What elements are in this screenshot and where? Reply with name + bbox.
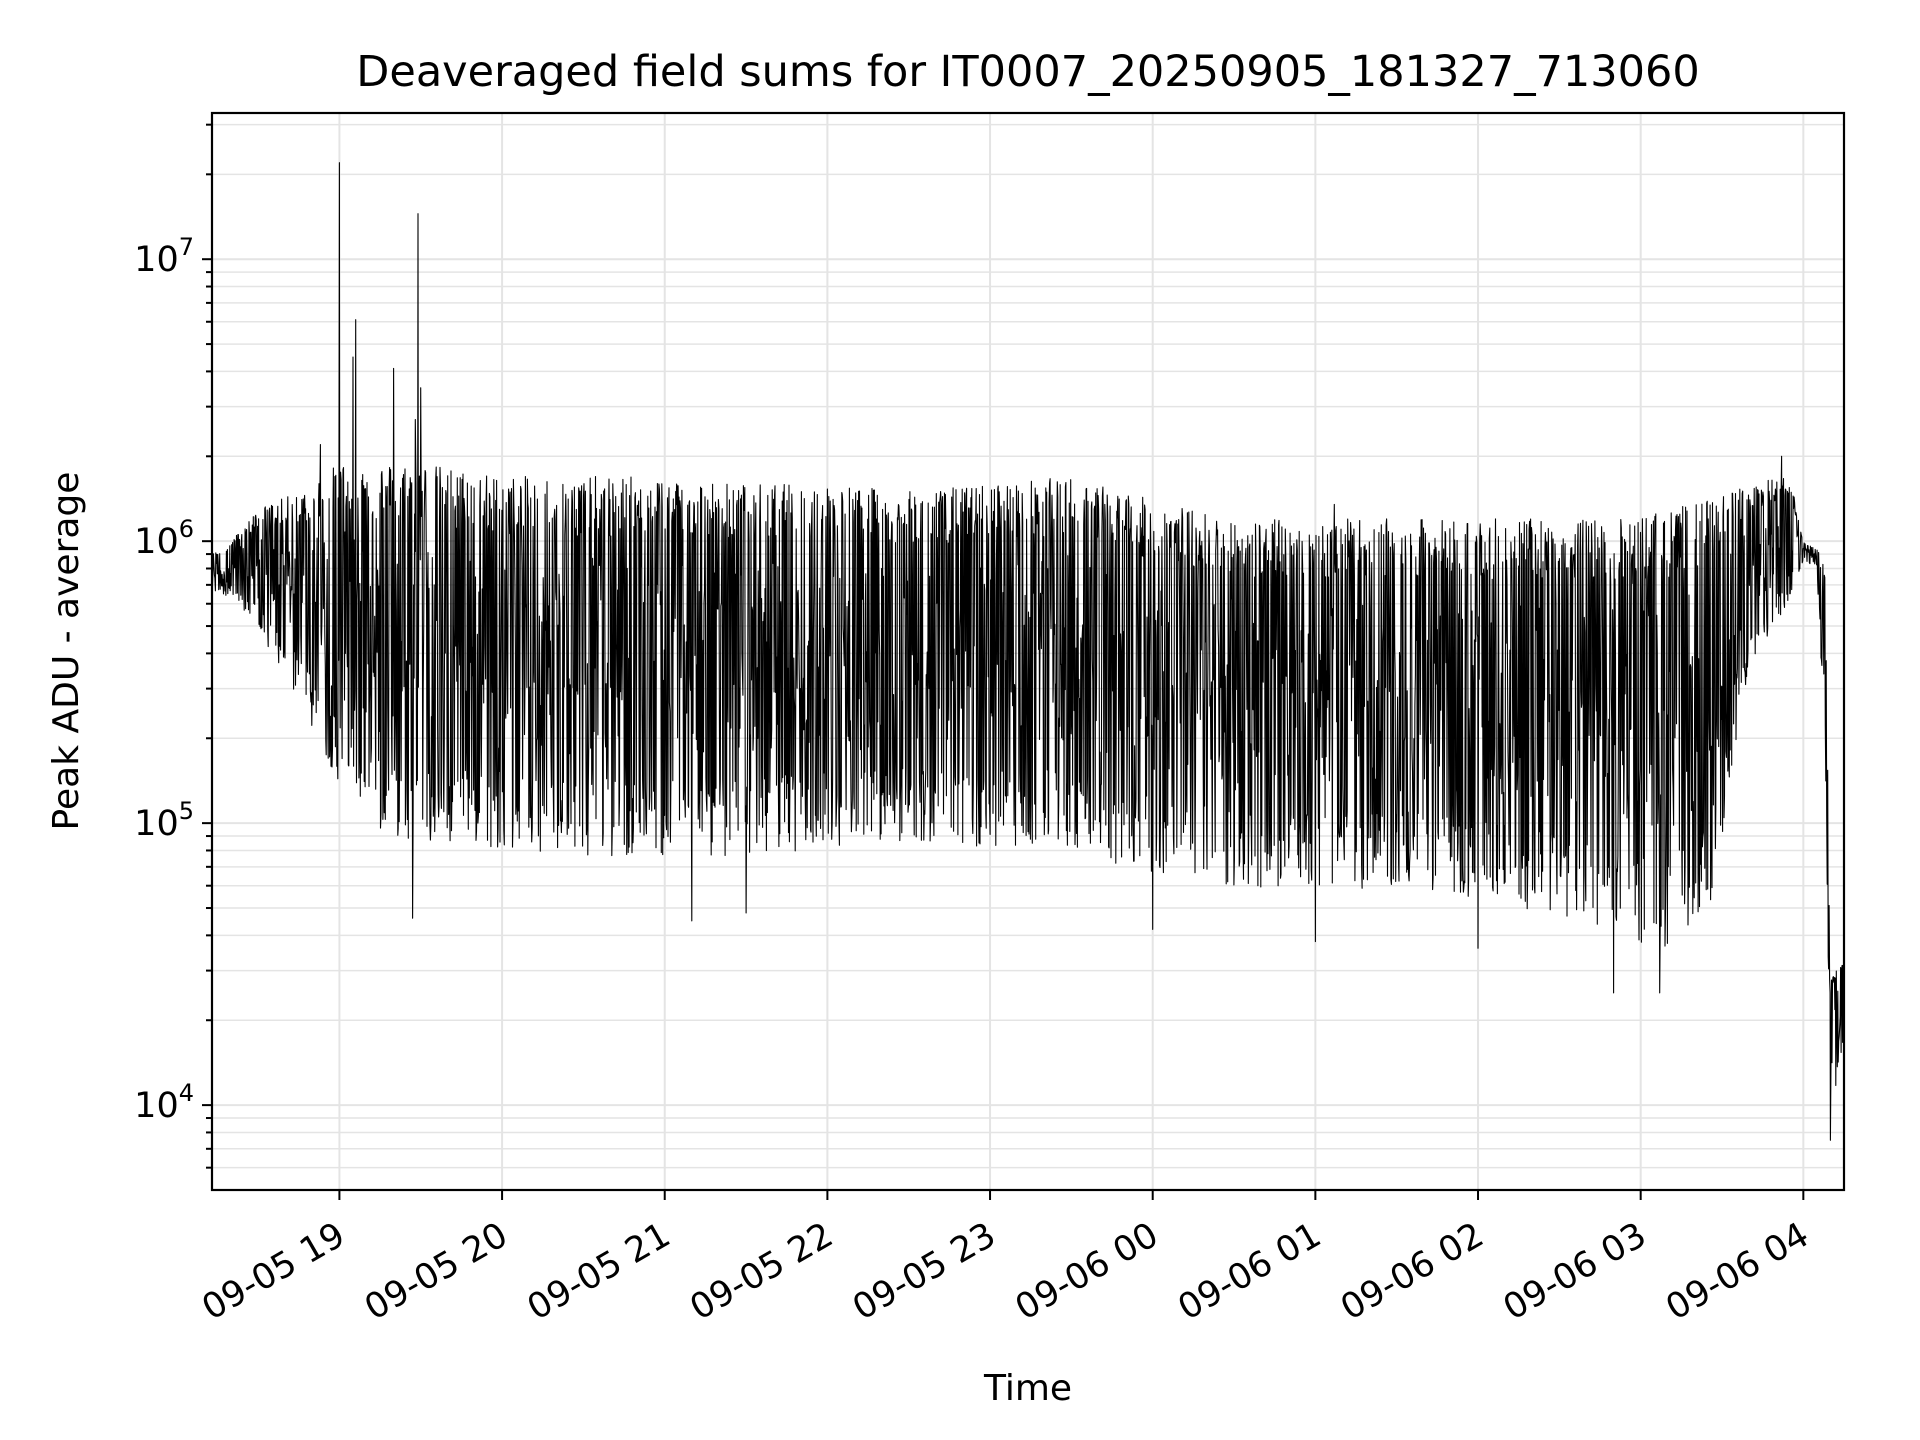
x-axis-label: Time [983,1368,1072,1409]
y-tick-label: 106 [134,515,194,562]
plot-frame [210,111,1846,1192]
chart-title: Deaveraged field sums for IT0007_2025090… [356,47,1699,97]
series-layer [211,162,1845,1141]
y-tick-label: 104 [134,1079,194,1126]
ticks [202,123,1805,1200]
y-tick-label: 107 [134,233,194,280]
y-axis-label: Peak ADU - average [46,472,87,831]
y-tick-label: 105 [134,797,194,844]
series-line [211,162,1845,1141]
grid [212,113,1844,1190]
